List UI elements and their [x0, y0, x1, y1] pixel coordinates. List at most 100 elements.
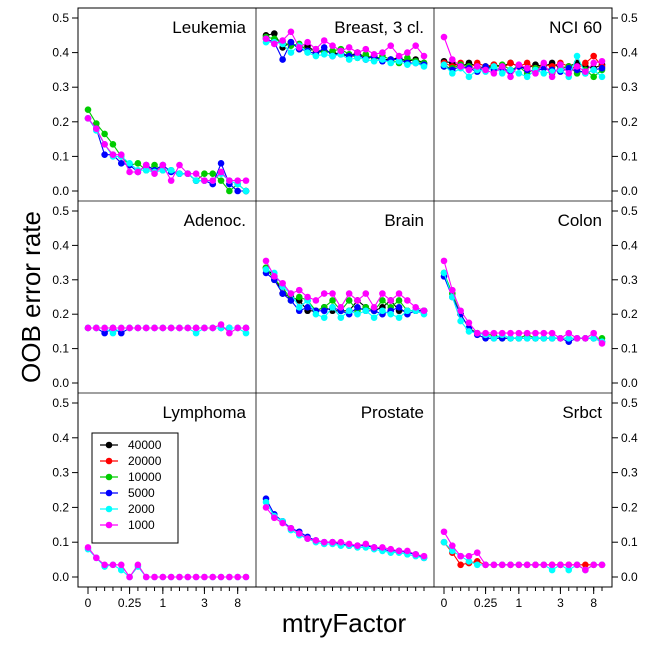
data-point: [548, 73, 556, 81]
data-point: [440, 257, 448, 265]
data-point: [295, 293, 303, 301]
y-tick-label-right: 0.4: [621, 431, 638, 445]
data-point: [209, 177, 217, 184]
y-tick-label-left: 0.3: [52, 273, 69, 287]
data-point: [523, 561, 531, 569]
y-tick-label-left: 0.0: [52, 570, 69, 584]
data-point: [565, 334, 573, 342]
x-tick-label: 1: [515, 596, 522, 610]
data-point: [379, 290, 386, 297]
legend-label: 1000: [128, 518, 155, 532]
data-point: [295, 530, 303, 537]
data-point: [217, 321, 225, 328]
data-point: [345, 540, 353, 548]
y-tick-label-right: 0.2: [621, 307, 638, 321]
data-point: [151, 161, 158, 169]
data-point: [151, 170, 158, 177]
legend-label: 40000: [128, 438, 162, 452]
legend-label: 5000: [128, 486, 155, 500]
data-point: [490, 329, 498, 337]
data-point: [320, 307, 328, 315]
panel-title: NCI 60: [549, 18, 602, 37]
y-tick-label-right: 0.3: [621, 466, 638, 480]
y-tick-label-left: 0.3: [52, 80, 69, 94]
data-point: [565, 64, 573, 72]
data-point: [151, 324, 158, 332]
y-tick-label-left: 0.2: [52, 500, 69, 514]
data-point: [209, 324, 217, 332]
data-point: [449, 542, 456, 549]
data-point: [404, 49, 411, 56]
legend: 40000 20000 10000 5000 2000 1000: [91, 432, 179, 544]
data-point: [440, 269, 448, 277]
data-point: [449, 286, 456, 294]
data-point: [465, 66, 473, 74]
data-point: [345, 56, 353, 63]
data-point: [287, 524, 295, 532]
data-point: [279, 56, 286, 63]
data-point: [387, 59, 395, 67]
data-point: [548, 566, 556, 574]
data-point: [262, 498, 270, 506]
data-point: [262, 504, 270, 511]
data-point: [473, 329, 481, 337]
data-point: [304, 38, 311, 46]
data-point: [234, 573, 241, 581]
data-point: [532, 334, 539, 342]
data-point: [201, 324, 208, 332]
data-point: [295, 286, 303, 294]
data-point: [217, 573, 225, 581]
data-point: [590, 66, 597, 74]
data-point: [498, 329, 506, 337]
data-point: [379, 307, 386, 315]
data-point: [176, 161, 183, 169]
data-point: [262, 266, 270, 273]
data-point: [449, 70, 456, 77]
data-point: [159, 573, 167, 581]
data-point: [598, 64, 606, 72]
data-point: [167, 177, 175, 184]
data-point: [320, 538, 328, 546]
data-point: [101, 151, 108, 158]
data-point: [167, 324, 175, 332]
data-point: [420, 307, 428, 315]
data-point: [507, 73, 514, 81]
data-point: [412, 551, 419, 558]
data-point: [295, 44, 303, 51]
data-point: [540, 334, 548, 342]
data-point: [507, 66, 514, 74]
data-point: [532, 70, 539, 77]
y-tick-label-right: 0.0: [621, 570, 638, 584]
data-point: [312, 310, 320, 318]
y-tick-label-right: 0.1: [621, 149, 638, 163]
data-point: [395, 547, 403, 555]
data-point: [295, 304, 303, 311]
data-point: [242, 324, 250, 332]
data-point: [598, 57, 606, 65]
data-point: [142, 166, 150, 174]
data-point: [540, 561, 548, 569]
data-point: [449, 547, 456, 555]
data-point: [109, 151, 117, 158]
data-point: [134, 160, 142, 167]
data-point: [515, 329, 523, 337]
data-point: [287, 290, 295, 297]
y-tick-label-left: 0.0: [52, 184, 69, 198]
data-point: [412, 304, 419, 311]
data-point: [370, 544, 378, 551]
data-point: [320, 314, 328, 321]
data-point: [209, 573, 217, 581]
data-point: [482, 66, 489, 74]
data-point: [590, 73, 597, 81]
data-point: [304, 293, 311, 301]
data-point: [362, 307, 370, 315]
data-point: [93, 125, 100, 133]
data-point: [329, 47, 336, 55]
data-point: [101, 130, 108, 138]
data-point: [557, 66, 564, 74]
series-1000: [84, 115, 250, 184]
data-point: [337, 538, 345, 546]
data-point: [540, 70, 548, 77]
data-point: [312, 52, 320, 60]
panel-title: Colon: [558, 211, 602, 230]
